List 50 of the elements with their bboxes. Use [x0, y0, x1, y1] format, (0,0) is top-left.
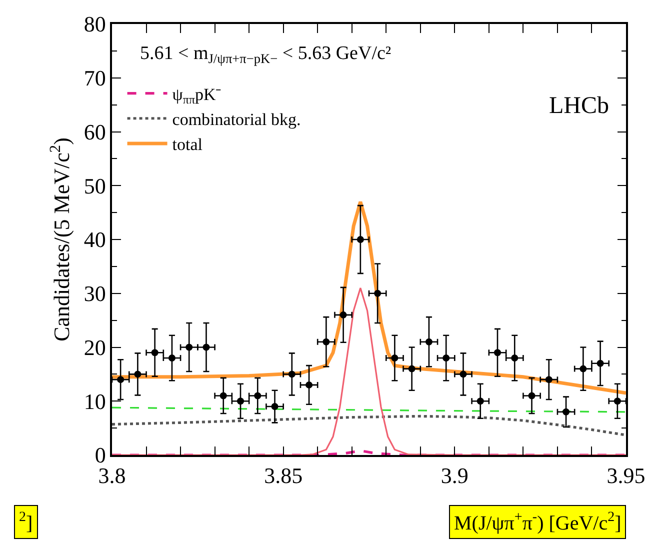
point: [494, 349, 501, 356]
point: [271, 403, 278, 410]
point: [134, 370, 142, 378]
point: [117, 376, 124, 384]
point: [442, 354, 450, 362]
point: [374, 290, 382, 297]
point: [596, 360, 604, 367]
point: [186, 344, 193, 351]
legend-label: ψ$_{ππ}$pK⁻: [172, 84, 222, 106]
point: [340, 311, 347, 318]
point: [168, 354, 176, 362]
annotation: LHCb: [549, 93, 609, 119]
point: [322, 338, 330, 346]
point: [476, 398, 484, 405]
point: [237, 398, 244, 405]
point: [391, 354, 398, 362]
line-series: [112, 414, 626, 436]
y-tick-label: 40: [84, 227, 106, 252]
x-tick-label: 3.9: [440, 463, 468, 488]
y-tick-label: 50: [84, 173, 106, 198]
point: [545, 376, 552, 384]
point: [306, 381, 313, 388]
point: [425, 338, 432, 346]
point: [511, 354, 518, 362]
point: [202, 344, 210, 351]
point: [614, 398, 621, 405]
x-tick-label: 3.95: [606, 463, 646, 488]
annotation: 5.61 < m$_{J/ψπ+π−pK−}$ < 5.63 GeV/c²: [140, 43, 392, 66]
point: [288, 370, 296, 378]
y-tick-label: 30: [84, 281, 106, 306]
y-tick-label: 60: [84, 119, 106, 144]
point: [408, 365, 416, 372]
legend-label: total: [172, 135, 203, 154]
point: [220, 392, 227, 400]
y-tick-label: 70: [84, 66, 106, 91]
line-series: [112, 287, 626, 455]
point: [562, 408, 570, 416]
point: [356, 236, 364, 243]
y-tick-label: 20: [84, 334, 106, 360]
point: [151, 349, 158, 356]
text: $^{2}$]: [19, 510, 33, 534]
point: [460, 370, 467, 378]
x-axis-title: M(J/ψπ$^{+}$π$^{-}$) [GeV/c$^{2}$]: [454, 510, 622, 534]
y-tick-label: 80: [84, 12, 106, 37]
point: [254, 392, 262, 400]
y-tick-label: 10: [84, 388, 106, 414]
point: [580, 365, 587, 372]
x-tick-label: 3.85: [264, 463, 303, 488]
legend-label: combinatorial bkg.: [172, 110, 301, 129]
point: [528, 392, 536, 400]
